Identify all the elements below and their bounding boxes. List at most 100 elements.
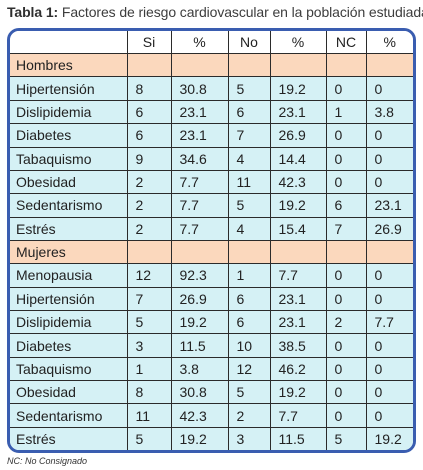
table-cell: 11.5 [269,426,327,450]
table-cell: 2 [325,310,367,335]
row-label: Obesidad [10,169,128,195]
row-label: Tabaquismo [10,146,128,171]
table-cell: 7.7 [269,403,327,428]
table-cell: 7 [325,216,367,241]
table-cell: 0 [325,146,367,171]
table-cell: 26.9 [170,286,229,312]
table-cell: 4 [227,216,271,241]
table-cell: 19.2 [170,426,229,450]
table-cell: 6 [325,193,367,218]
table-cell: 11 [126,403,172,428]
table-cell: 10 [227,333,271,358]
row-label: Estrés [10,426,128,450]
row-label: Sedentarismo [10,403,128,428]
section-empty-cell [126,53,172,78]
row-label: Dislipidemia [10,99,128,125]
table-cell: 7 [126,286,172,312]
row-label: Sedentarismo [10,193,128,218]
footnote: NC: No Consignado [7,456,88,466]
table-row: Obesidad 2 7.7 11 42.3 0 0 [10,169,413,195]
table-cell: 26.9 [365,216,413,241]
table-cell: 8 [126,76,172,101]
table-row: Tabaquismo 1 3.8 12 46.2 0 0 [10,356,413,382]
column-header: Si [126,31,172,55]
table-cell: 19.2 [269,380,327,405]
column-header: NC [325,31,367,55]
table-cell: 3.8 [365,99,413,125]
table-cell: 0 [365,76,413,101]
section-empty-cell [126,239,172,265]
section-empty-cell [269,53,327,78]
table-row: Obesidad 8 30.8 5 19.2 0 0 [10,380,413,405]
row-label: Hipertensión [10,286,128,312]
table-cell: 0 [365,333,413,358]
table-row: Estrés 2 7.7 4 15.4 7 26.9 [10,216,413,241]
caption-label: Tabla 1: [7,4,59,20]
table-cell: 5 [126,310,172,335]
table-cell: 7 [227,123,271,148]
table-cell: 0 [365,146,413,171]
table-row: Tabaquismo 9 34.6 4 14.4 0 0 [10,146,413,171]
table-cell: 0 [325,76,367,101]
table-cell: 9 [126,146,172,171]
column-header: % [170,31,229,55]
table-frame: Si% No% NC% Hombres Hipertensión 8 30.8 5 19.2 0 0… [7,28,416,453]
table-cell: 0 [365,263,413,288]
table-row: Diabetes 3 11.5 10 38.5 0 0 [10,333,413,358]
table-cell: 23.1 [269,99,327,125]
table-cell: 0 [325,333,367,358]
column-header [10,31,128,55]
table-cell: 30.8 [170,380,229,405]
table-cell: 4 [227,146,271,171]
column-header: No [227,31,271,55]
table-row: Diabetes 6 23.1 7 26.9 0 0 [10,123,413,148]
table-cell: 0 [325,169,367,195]
table-cell: 5 [325,426,367,450]
section-empty-cell [170,53,229,78]
table-cell: 23.1 [170,123,229,148]
table-cell: 1 [126,356,172,382]
row-label: Hipertensión [10,76,128,101]
section-empty-cell [325,239,367,265]
table-cell: 0 [325,403,367,428]
table-cell: 5 [126,426,172,450]
table-cell: 23.1 [269,286,327,312]
table-cell: 0 [325,286,367,312]
table-cell: 38.5 [269,333,327,358]
table-cell: 7.7 [170,193,229,218]
section-title: Mujeres [10,239,128,265]
table-cell: 19.2 [365,426,413,450]
section-empty-cell [227,53,271,78]
table-cell: 6 [227,286,271,312]
table-cell: 2 [227,403,271,428]
column-header: % [365,31,413,55]
table-cell: 6 [227,99,271,125]
section-empty-cell [365,239,413,265]
caption-text: Factores de riesgo cardiovascular en la … [58,4,423,20]
table-cell: 0 [325,123,367,148]
table-cell: 46.2 [269,356,327,382]
table-row: Sedentarismo 11 42.3 2 7.7 0 0 [10,403,413,428]
section-empty-cell [227,239,271,265]
section-empty-cell [269,239,327,265]
section-title: Hombres [10,53,128,78]
table-cell: 19.2 [170,310,229,335]
table-cell: 2 [126,193,172,218]
table-cell: 26.9 [269,123,327,148]
section-empty-cell [365,53,413,78]
table-cell: 19.2 [269,193,327,218]
table-cell: 19.2 [269,76,327,101]
table-row: Estrés 5 19.2 3 11.5 5 19.2 [10,426,413,450]
table-cell: 8 [126,380,172,405]
table-cell: 0 [365,123,413,148]
table-cell: 7.7 [365,310,413,335]
table-cell: 14.4 [269,146,327,171]
table-cell: 3 [126,333,172,358]
table-cell: 42.3 [269,169,327,195]
table-cell: 0 [365,380,413,405]
table-cell: 0 [325,380,367,405]
row-label: Obesidad [10,380,128,405]
table-cell: 23.1 [365,193,413,218]
table-cell: 11.5 [170,333,229,358]
table-row: Sedentarismo 2 7.7 5 19.2 6 23.1 [10,193,413,218]
